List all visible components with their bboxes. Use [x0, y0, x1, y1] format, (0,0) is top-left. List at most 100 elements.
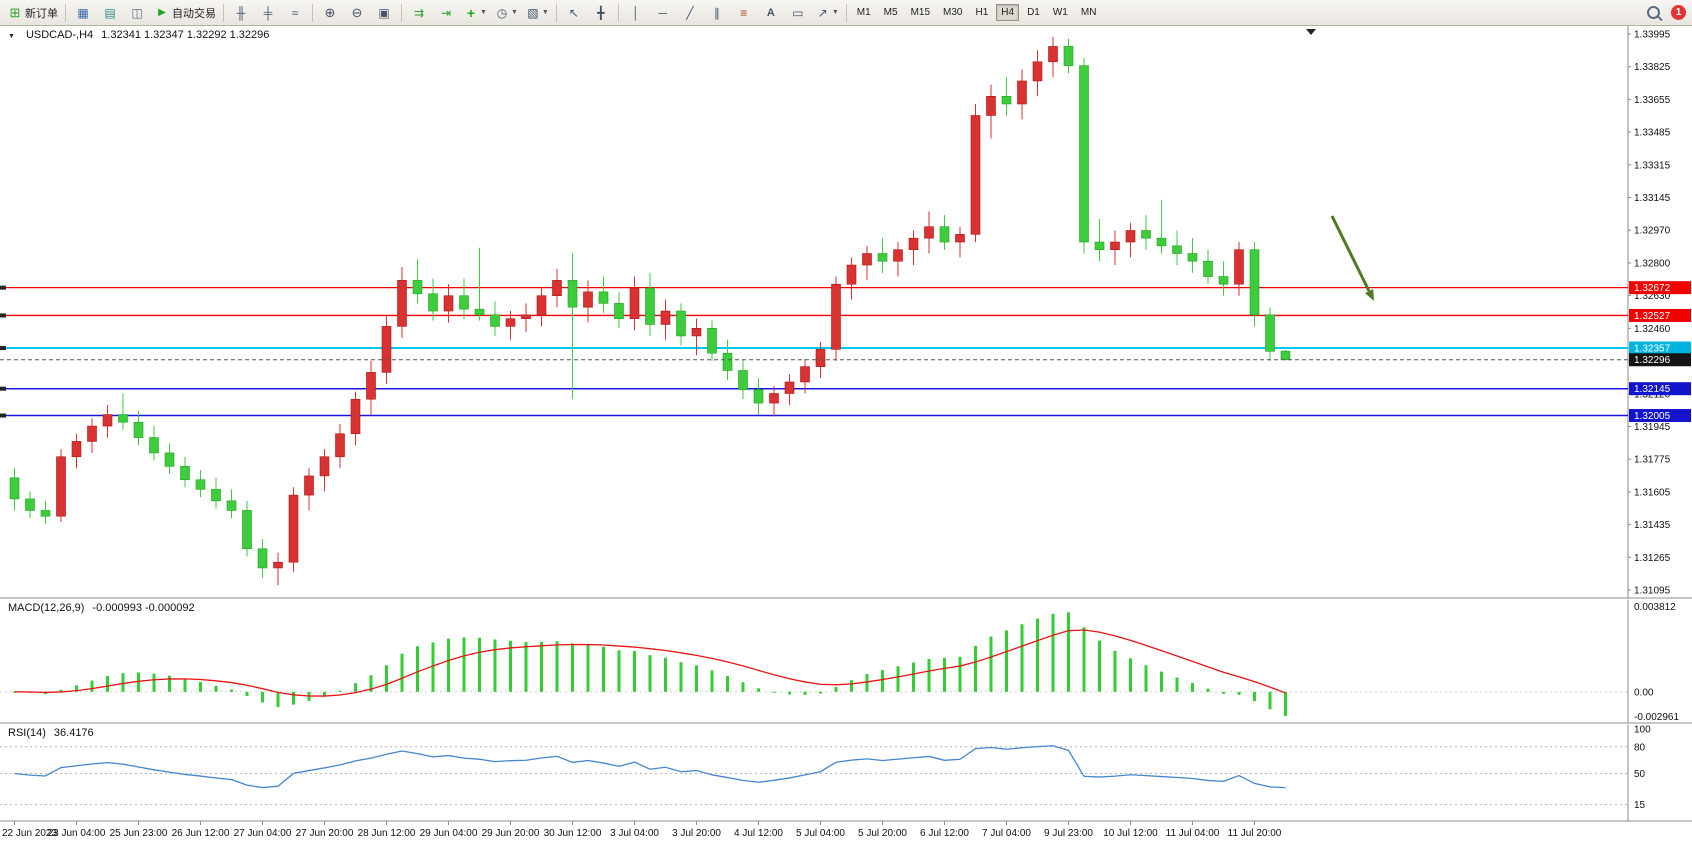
charts-button[interactable]: [70, 2, 96, 24]
horizontal-line-tool-button[interactable]: [650, 2, 676, 24]
candle: [40, 510, 51, 517]
macd-histogram-bar: [741, 682, 745, 692]
macd-histogram-bar: [199, 682, 202, 692]
tile-windows-button[interactable]: [371, 2, 397, 24]
tab-timeframe-d1[interactable]: D1: [1027, 7, 1040, 18]
notification-badge[interactable]: 1: [1671, 5, 1686, 20]
symbol-dropdown-icon[interactable]: [8, 29, 18, 41]
candle: [521, 314, 531, 320]
line-handle[interactable]: [0, 386, 6, 391]
vertical-line-tool-button[interactable]: [623, 2, 649, 24]
macd-histogram-bar: [400, 653, 404, 692]
macd-histogram-bar: [323, 691, 326, 697]
line-handle[interactable]: [0, 413, 6, 418]
zoom-in-button[interactable]: [317, 2, 343, 24]
macd-histogram-bar: [462, 637, 466, 692]
chart-menu-arrow-icon[interactable]: [1306, 29, 1316, 35]
macd-histogram-bar: [59, 689, 63, 692]
macd-histogram-bar: [1082, 627, 1086, 692]
price-tick-label: 1.31435: [1634, 520, 1671, 531]
rsi-panel-label: RSI(14) 36.4176: [8, 727, 94, 739]
search-icon[interactable]: [1647, 6, 1660, 19]
trendline-tool-button[interactable]: [677, 2, 703, 24]
toolbar-separator: [65, 3, 66, 22]
market-watch-button[interactable]: [97, 2, 123, 24]
new-order-button[interactable]: 新订单: [4, 2, 61, 24]
candle: [1265, 314, 1275, 352]
macd-histogram-bar: [726, 675, 729, 692]
time-tick-label: 9 Jul 23:00: [1044, 828, 1093, 839]
candle: [304, 475, 314, 496]
macd-histogram-bar: [1160, 671, 1163, 692]
tab-timeframe-h1[interactable]: H1: [975, 7, 989, 18]
crosshair-tool-button[interactable]: [588, 2, 614, 24]
macd-histogram-bar: [664, 657, 667, 692]
navigator-button[interactable]: [124, 2, 150, 24]
candle: [1017, 80, 1027, 105]
line-handle[interactable]: [0, 285, 6, 290]
candle: [1187, 253, 1198, 262]
price-tick-label: 1.33995: [1634, 30, 1671, 41]
time-tick-label: 26 Jun 12:00: [172, 828, 230, 839]
candle: [1094, 241, 1105, 250]
templates-button[interactable]: ▼: [522, 2, 552, 24]
candlestick-button[interactable]: [255, 2, 281, 24]
macd-histogram-bar: [788, 691, 791, 695]
candle: [474, 308, 485, 316]
macd-histogram-bar: [679, 662, 683, 692]
text-tool-button[interactable]: [758, 2, 784, 24]
market-watch-icon: [102, 5, 118, 21]
line-handle[interactable]: [0, 313, 6, 318]
candle: [1032, 61, 1043, 82]
tab-timeframe-w1[interactable]: W1: [1052, 7, 1068, 18]
indicators-button[interactable]: ▼: [460, 2, 490, 24]
candle: [211, 489, 221, 502]
macd-histogram-bar: [121, 673, 125, 692]
chevron-down-icon: ▼: [541, 9, 549, 16]
toolbar-separator: [401, 3, 402, 22]
macd-histogram-bar: [338, 690, 342, 692]
price-tag: [1629, 409, 1691, 423]
macd-histogram-bar: [354, 683, 357, 692]
line-handle[interactable]: [0, 346, 6, 351]
periods-button[interactable]: ▼: [491, 2, 521, 24]
price-tick-label: 1.33655: [1634, 95, 1671, 106]
label-tool-button[interactable]: [785, 2, 811, 24]
price-tick-label: 1.33145: [1634, 193, 1671, 204]
candle: [1172, 245, 1182, 254]
time-tick-label: 27 Jun 04:00: [234, 828, 292, 839]
bar-chart-button[interactable]: [228, 2, 254, 24]
tab-timeframe-mn[interactable]: MN: [1080, 7, 1097, 18]
auto-scroll-icon: [411, 5, 427, 21]
macd-histogram-bar: [1268, 691, 1272, 710]
macd-histogram-bar: [152, 673, 156, 692]
candle: [567, 280, 578, 308]
macd-histogram-bar: [1191, 682, 1194, 692]
cursor-icon: [566, 5, 582, 21]
candle: [9, 477, 20, 500]
auto-scroll-button[interactable]: [406, 2, 432, 24]
tab-timeframe-m30[interactable]: M30: [943, 7, 963, 18]
cursor-tool-button[interactable]: [561, 2, 587, 24]
chart-shift-button[interactable]: [433, 2, 459, 24]
channel-tool-button[interactable]: [704, 2, 730, 24]
annotation-arrow[interactable]: [1330, 215, 1371, 292]
toolbar-separator: [617, 3, 619, 22]
line-chart-button[interactable]: [282, 2, 308, 24]
macd-histogram-bar: [493, 639, 497, 692]
arrows-tool-button[interactable]: ▼: [812, 2, 842, 24]
autotrading-button[interactable]: 自动交易: [151, 2, 219, 24]
zoom-out-button[interactable]: [344, 2, 370, 24]
candle: [846, 264, 857, 285]
macd-histogram-bar: [292, 691, 295, 705]
tab-timeframe-h4[interactable]: H4: [996, 4, 1020, 21]
price-tag-label: 1.32357: [1634, 344, 1671, 355]
tab-timeframe-m1[interactable]: M1: [856, 7, 871, 18]
tab-timeframe-m15[interactable]: M15: [910, 7, 931, 18]
tab-timeframe-m5[interactable]: M5: [883, 7, 898, 18]
crosshair-icon: [593, 5, 609, 21]
macd-histogram-bar: [90, 680, 94, 692]
fibonacci-tool-button[interactable]: [731, 2, 757, 24]
chart-shift-icon: [438, 5, 454, 21]
